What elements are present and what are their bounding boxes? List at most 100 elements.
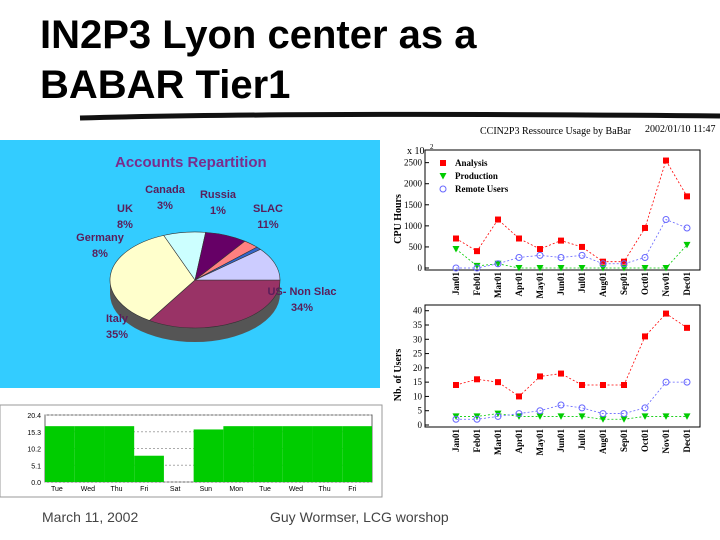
data-point [578,265,586,272]
x-tick-label: Dec01 [682,272,692,296]
y-tick-label: 20 [413,363,423,373]
bar [223,426,254,482]
data-point [621,258,627,265]
data-point [536,407,544,415]
legend-label: Analysis [455,158,488,168]
scale-label: x 10 [407,146,425,157]
y-tick-label: 10.2 [27,447,41,454]
x-tick-label: Jan01 [451,272,461,296]
x-tick-label: Wed [81,486,95,493]
x-tick-label: Jun01 [556,429,566,453]
y-tick-label: 0 [418,420,423,430]
x-tick-label: Apr01 [514,429,524,454]
pie-value-label: 34% [291,302,313,314]
pie-value-label: 3% [157,200,173,212]
data-point [620,260,628,268]
x-tick-label: Nov01 [661,429,671,454]
data-point [516,393,522,400]
data-point [494,412,502,420]
pie-slice [194,249,281,281]
pie-slice [148,279,281,329]
legend-marker [439,173,447,180]
bar [342,426,372,482]
data-point [683,378,691,386]
data-point [662,413,670,420]
x-tick-label: Wed [289,486,303,493]
y-tick-label: 2000 [404,179,423,189]
y-tick-label: 1000 [404,221,423,231]
bar [45,426,75,482]
data-point [452,264,460,272]
pie-value-label: 11% [257,219,279,231]
data-point [599,410,607,418]
data-point [662,378,670,386]
data-point [683,241,691,249]
data-point [515,265,523,272]
data-point [662,265,670,272]
series-line [456,413,687,420]
legend-label: Remote Users [455,184,509,194]
x-tick-label: Apr01 [514,272,524,297]
legend-label: Production [455,171,498,181]
x-tick-label: Aug01 [598,429,608,455]
data-point [537,373,543,380]
bar [104,426,135,482]
data-point [663,310,669,317]
scale-exp: 2 [430,143,434,151]
x-tick-label: Oct01 [640,429,650,452]
x-tick-label: Aug01 [598,272,608,298]
data-point [473,415,481,423]
chart-header: CCIN2P3 Ressource Usage by BaBar [480,126,632,137]
y-tick-label: 15.3 [27,430,41,437]
data-point [515,410,523,418]
x-tick-label: Feb01 [472,272,482,296]
footer-author: Guy Wormser, LCG worshop [270,509,449,525]
x-tick-label: Jul01 [577,429,587,451]
x-tick-label: Sep01 [619,429,629,453]
data-point [600,258,606,265]
bar [282,426,313,482]
data-point [473,262,481,270]
legend-marker [440,160,446,166]
data-point [684,193,690,200]
data-point [494,260,502,268]
y-axis-label: CPU Hours [393,194,404,244]
data-point [558,237,564,244]
data-point [641,404,649,412]
x-tick-label: Sun [200,486,213,493]
slide-title: BABAR Tier1 [40,63,290,107]
data-point [557,413,565,420]
x-tick-label: Sep01 [619,272,629,296]
bar [312,426,343,482]
bar [134,455,164,482]
bar [74,426,105,482]
x-tick-label: Fri [348,486,357,493]
bar [193,429,224,482]
x-tick-label: May01 [535,272,545,299]
y-tick-label: 35 [413,320,423,330]
x-tick-label: Oct01 [640,272,650,295]
x-tick-label: May01 [535,429,545,456]
pie-label: SLAC [253,203,283,215]
data-point [516,235,522,242]
y-tick-label: 0.0 [31,480,41,487]
data-point [557,265,565,272]
x-tick-label: Jul01 [577,272,587,294]
data-point [536,265,544,272]
y-tick-label: 40 [413,306,423,316]
title-underline [79,111,720,121]
y-tick-label: 1500 [404,200,423,210]
data-point [515,253,523,261]
data-point [621,382,627,388]
plot-frame [424,149,701,271]
y-tick-label: 5 [418,406,423,416]
y-tick-label: 0 [418,263,423,273]
y-tick-label: 30 [413,334,423,344]
y-tick-label: 5.1 [31,463,41,470]
data-point [537,246,543,253]
x-tick-label: Mar01 [493,272,503,298]
data-point [536,251,544,259]
x-tick-label: Mar01 [493,429,503,455]
series-line [456,219,688,269]
